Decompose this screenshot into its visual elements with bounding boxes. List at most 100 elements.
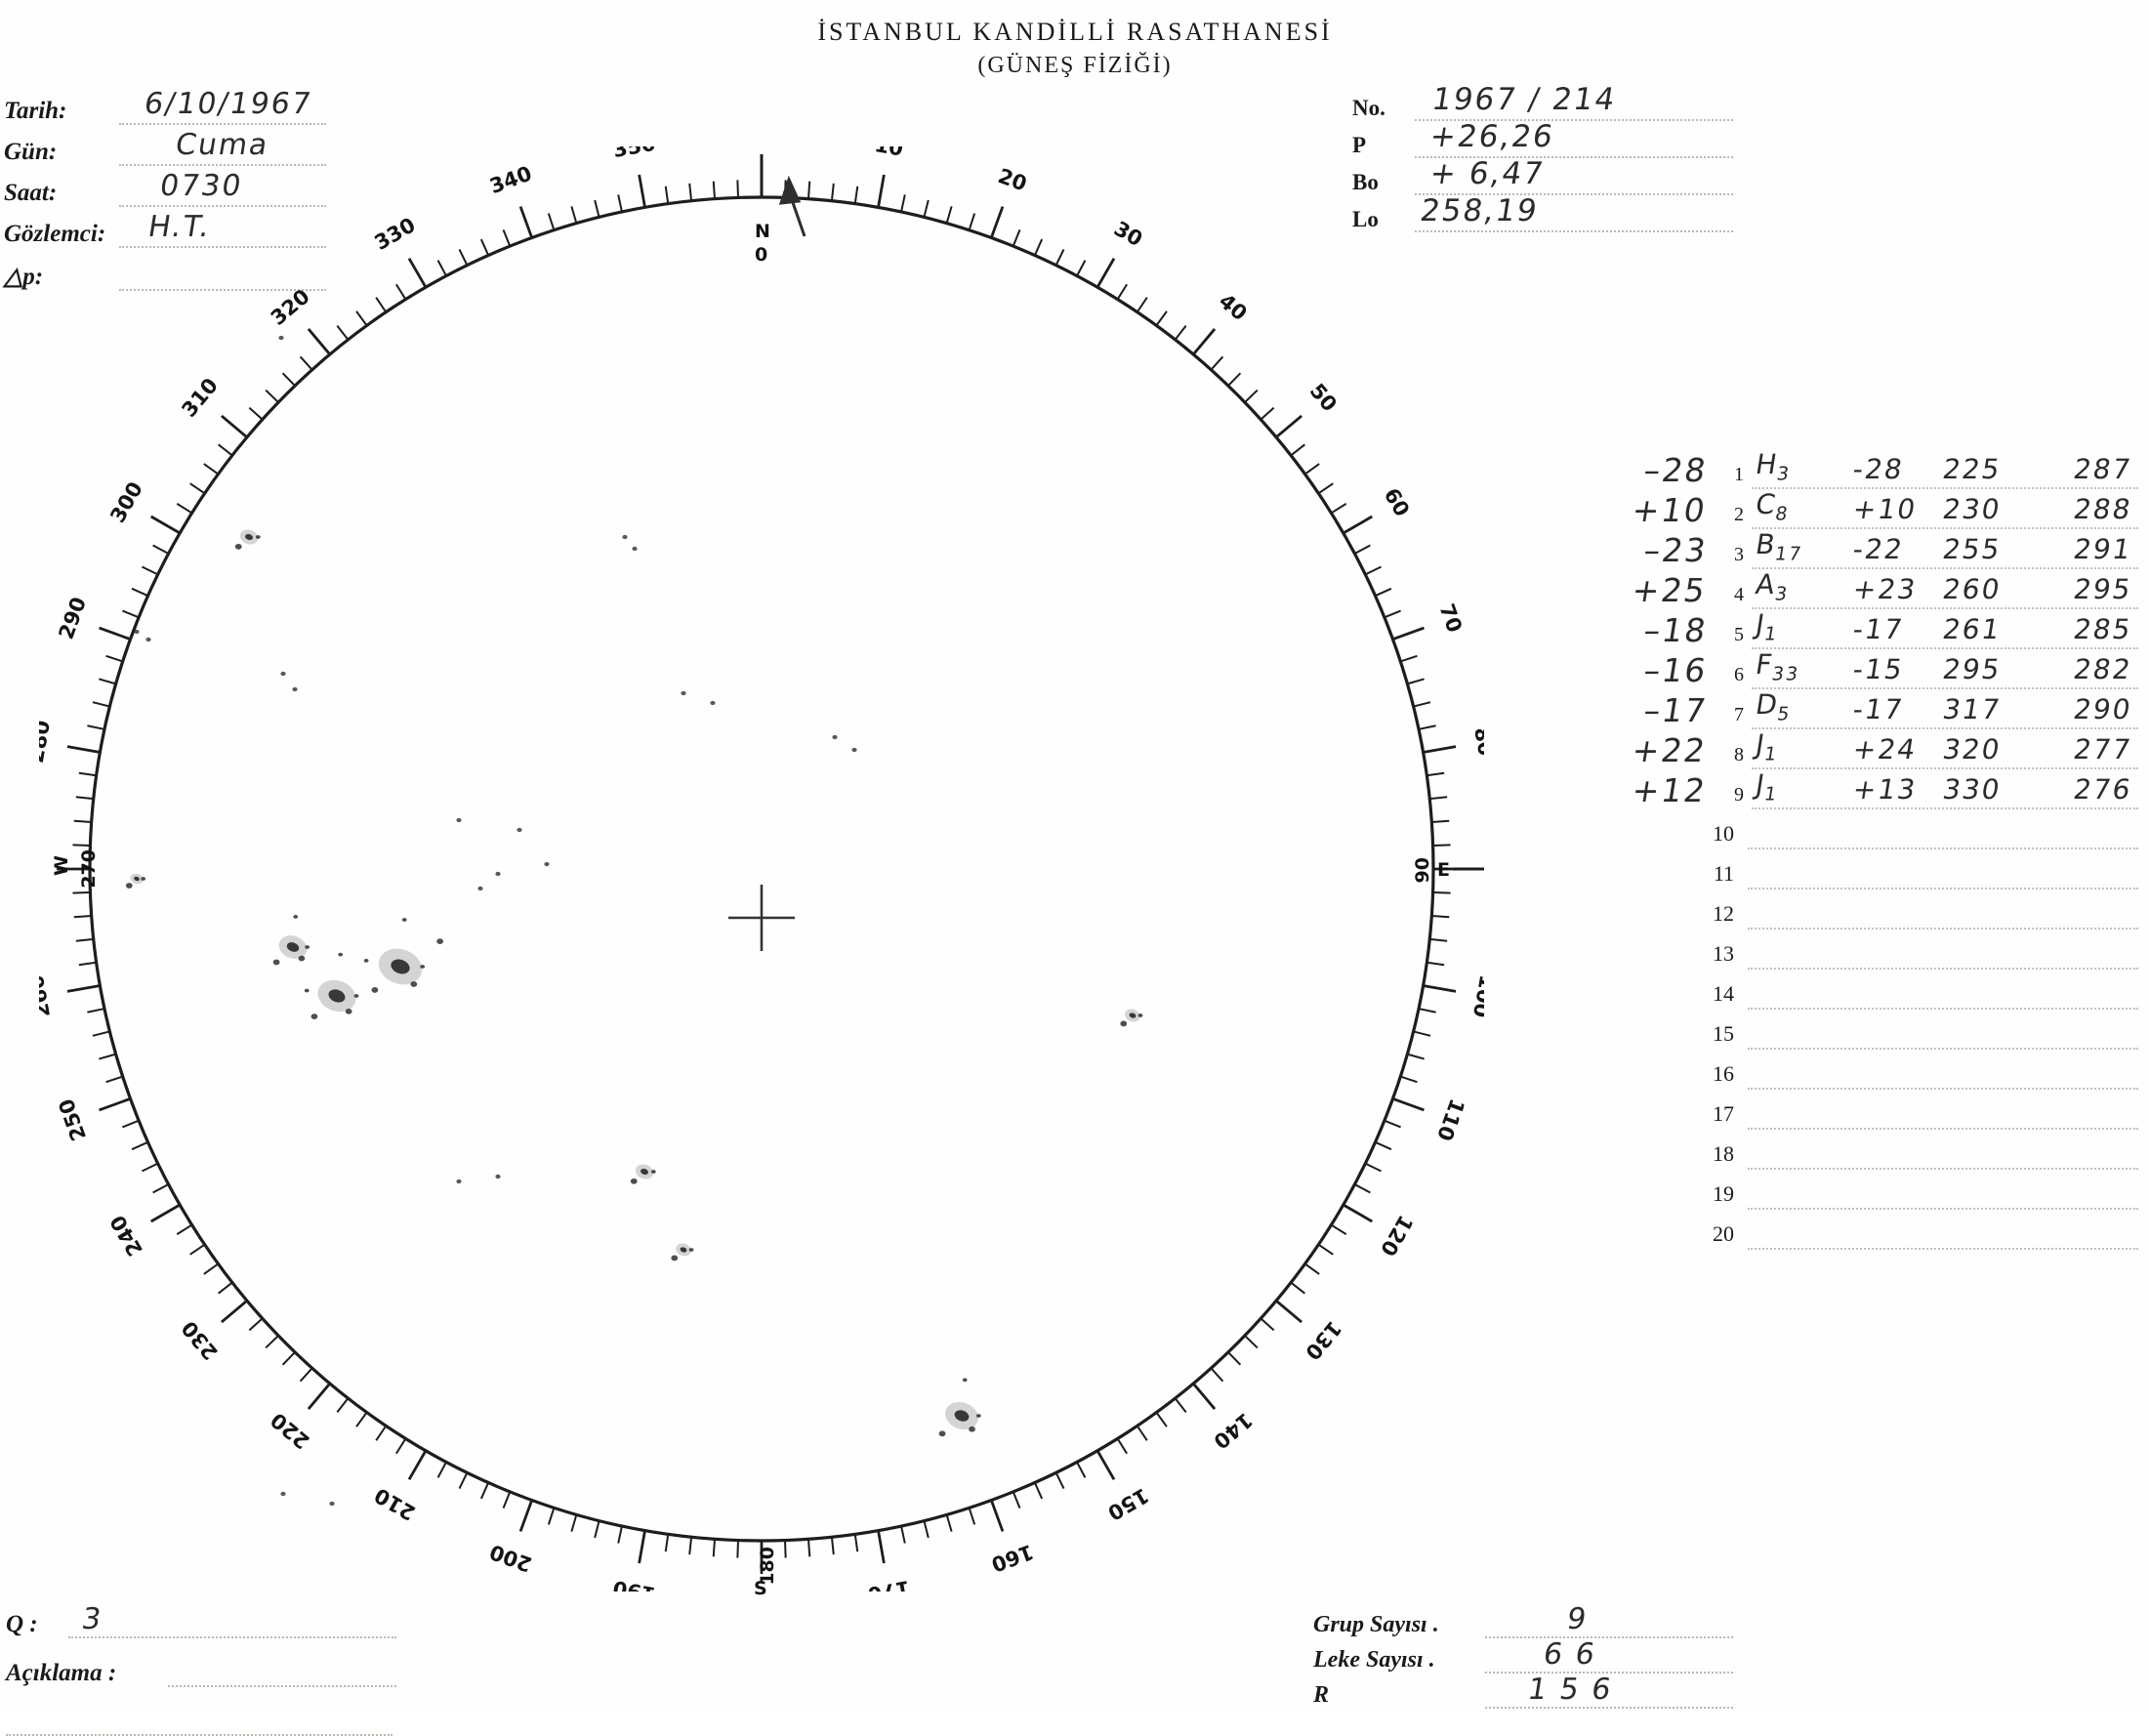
row-fields[interactable]	[1748, 856, 2138, 889]
row-group-name: F33	[1753, 648, 1801, 685]
dial-minor-tick	[1304, 1262, 1320, 1275]
row-fields[interactable]	[1748, 1177, 2138, 1210]
field-tarih[interactable]: Tarih: 6/10/1967	[4, 87, 326, 125]
table-row[interactable]: –23 3 B17 -22 255 291	[1592, 528, 2138, 569]
row-fields[interactable]	[1748, 896, 2138, 930]
table-row-empty[interactable]: 13	[1592, 930, 2138, 970]
sunspot-layer	[125, 335, 1143, 1507]
field-p-line[interactable]: +26,26	[1415, 119, 1733, 158]
table-row-empty[interactable]: 18	[1592, 1130, 2138, 1170]
dial-degree-label: 270	[39, 847, 40, 890]
row-fields[interactable]	[1748, 1137, 2138, 1170]
row-fields[interactable]	[1748, 1056, 2138, 1090]
field-grup-sayisi[interactable]: Grup Sayısı . 9	[1313, 1602, 1733, 1638]
dial-major-tick	[307, 1383, 331, 1410]
row-fields[interactable]: D5 -17 317 290	[1752, 688, 2138, 729]
field-bo[interactable]: Bo + 6,47	[1352, 156, 1733, 195]
row-fields[interactable]: A3 +23 260 295	[1752, 568, 2138, 609]
table-row-empty[interactable]: 15	[1592, 1010, 2138, 1050]
row-fields[interactable]: C8 +10 230 288	[1752, 488, 2138, 529]
row-latitude-summary-value: –28	[1640, 451, 1711, 489]
row-fields[interactable]	[1748, 976, 2138, 1010]
dial-minor-tick	[853, 186, 859, 204]
table-row[interactable]: –17 7 D5 -17 317 290	[1592, 688, 2138, 729]
field-q[interactable]: Q : 3	[6, 1602, 396, 1638]
row-fields[interactable]	[1748, 1217, 2138, 1250]
table-row[interactable]: –18 5 J1 -17 261 285	[1592, 608, 2138, 649]
cardinal-west-degree: 270	[78, 849, 100, 889]
row-latitude: +10	[1850, 493, 1920, 525]
field-r[interactable]: R 1 5 6	[1313, 1673, 1733, 1709]
field-bo-line[interactable]: + 6,47	[1415, 156, 1733, 195]
sunspot-mark	[622, 534, 628, 540]
dial-degree-label: 120	[1376, 1212, 1418, 1261]
row-latitude-summary-value: –16	[1640, 651, 1711, 689]
field-saat[interactable]: Saat: 0730	[4, 169, 326, 207]
dial-major-tick	[150, 1203, 181, 1223]
dial-minor-tick	[1227, 1351, 1242, 1366]
field-delta-p[interactable]: △p:	[4, 262, 326, 291]
field-gozlemci[interactable]: Gözlemci: H.T.	[4, 210, 326, 248]
field-lo-line[interactable]: 258,19	[1415, 193, 1733, 232]
field-r-line[interactable]: 1 5 6	[1485, 1673, 1733, 1709]
dial-minor-tick	[203, 463, 219, 475]
field-leke-sayisi-line[interactable]: 6 6	[1485, 1637, 1733, 1674]
dial-minor-tick	[1155, 1412, 1168, 1427]
sunspot-mark	[298, 955, 306, 962]
row-fields[interactable]	[1748, 1016, 2138, 1050]
sunspot-empty-rows: 10 11 12 13 14 15 16 17 18 19 20	[1592, 809, 2138, 1250]
table-row[interactable]: –28 1 H3 -28 225 287	[1592, 448, 2138, 489]
field-no-line[interactable]: 1967 / 214	[1415, 82, 1733, 121]
field-gun[interactable]: Gün: Cuma	[4, 128, 326, 166]
field-aciklama-line[interactable]	[168, 1660, 396, 1687]
dial-minor-tick	[75, 937, 94, 942]
table-row-empty[interactable]: 12	[1592, 889, 2138, 930]
field-aciklama[interactable]: Açıklama :	[6, 1660, 396, 1687]
field-aciklama-line-2[interactable]	[6, 1709, 393, 1736]
row-fields[interactable]	[1748, 816, 2138, 849]
table-row[interactable]: +25 4 A3 +23 260 295	[1592, 568, 2138, 609]
table-row-empty[interactable]: 10	[1592, 809, 2138, 849]
row-fields[interactable]	[1748, 936, 2138, 970]
table-row[interactable]: –16 6 F33 -15 295 282	[1592, 648, 2138, 689]
table-row-empty[interactable]: 14	[1592, 970, 2138, 1010]
field-grup-sayisi-line[interactable]: 9	[1485, 1602, 1733, 1638]
sunspot-mark	[938, 1430, 946, 1437]
field-delta-p-line[interactable]	[119, 264, 326, 291]
field-p[interactable]: P +26,26	[1352, 119, 1733, 158]
row-fields[interactable]: J1 -17 261 285	[1752, 608, 2138, 649]
table-row-empty[interactable]: 20	[1592, 1210, 2138, 1250]
row-longitude: 330	[1940, 773, 2005, 806]
dial-minor-tick	[594, 1520, 600, 1539]
row-fields[interactable]	[1748, 1096, 2138, 1130]
row-fields[interactable]: F33 -15 295 282	[1752, 648, 2138, 689]
row-fields[interactable]: B17 -22 255 291	[1752, 528, 2138, 569]
field-saat-line[interactable]: 0730	[119, 169, 326, 207]
field-leke-sayisi[interactable]: Leke Sayısı . 6 6	[1313, 1637, 1733, 1674]
sunspot-mark	[345, 1008, 352, 1014]
table-row-empty[interactable]: 11	[1592, 849, 2138, 889]
dial-minor-tick	[142, 565, 159, 576]
dial-minor-tick	[1290, 1281, 1305, 1295]
field-gun-line[interactable]: Cuma	[119, 128, 326, 166]
table-row-empty[interactable]: 16	[1592, 1050, 2138, 1090]
dial-major-tick	[221, 1300, 248, 1324]
dial-minor-tick	[355, 1412, 368, 1427]
field-lo[interactable]: Lo 258,19	[1352, 193, 1733, 232]
field-gozlemci-line[interactable]: H.T.	[119, 210, 326, 248]
row-index: 18	[1713, 1141, 1734, 1166]
field-no[interactable]: No. 1967 / 214	[1352, 82, 1733, 121]
row-index: 2	[1734, 504, 1744, 525]
table-row[interactable]: +10 2 C8 +10 230 288	[1592, 488, 2138, 529]
table-row-empty[interactable]: 19	[1592, 1170, 2138, 1210]
row-fields[interactable]: H3 -28 225 287	[1752, 448, 2138, 489]
field-tarih-line[interactable]: 6/10/1967	[119, 87, 326, 125]
table-row-empty[interactable]: 17	[1592, 1090, 2138, 1130]
row-longitude: 255	[1940, 533, 2005, 565]
dial-degree-label: 190	[611, 1576, 657, 1591]
field-q-line[interactable]: 3	[68, 1602, 396, 1638]
